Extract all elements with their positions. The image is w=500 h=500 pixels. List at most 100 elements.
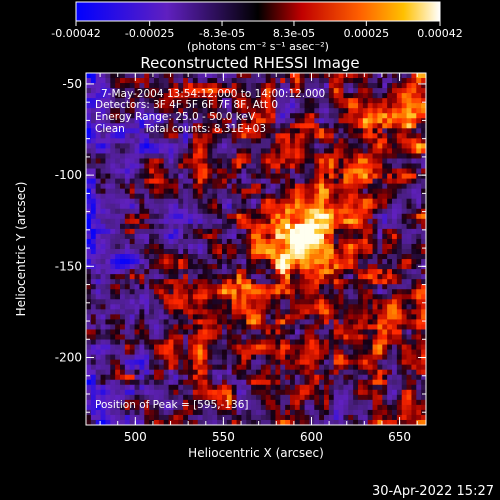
heatmap-cell [173, 294, 179, 300]
heatmap-cell [328, 138, 335, 144]
heatmap-cell [120, 364, 126, 371]
heatmap-cell [333, 213, 339, 220]
heatmap-cell [246, 269, 252, 275]
heatmap-cell [168, 143, 174, 149]
heatmap-cell [304, 113, 310, 119]
heatmap-cell [90, 168, 97, 174]
heatmap-cell [401, 133, 407, 139]
heatmap-cell [236, 208, 242, 215]
heatmap-cell [294, 369, 301, 376]
heatmap-cell [231, 78, 237, 84]
heatmap-cell [217, 254, 223, 260]
heatmap-cell [299, 218, 305, 225]
heatmap-cell [401, 243, 407, 250]
heatmap-cell [377, 379, 383, 386]
heatmap-cell [124, 364, 131, 371]
heatmap-cell [202, 384, 208, 391]
heatmap-cell [299, 249, 305, 255]
heatmap-cell [86, 213, 92, 220]
heatmap-cell [280, 369, 286, 376]
heatmap-cell [192, 223, 199, 230]
heatmap-cell [328, 123, 335, 129]
heatmap-cell [226, 384, 233, 391]
heatmap-cell [265, 163, 271, 169]
heatmap-cell [328, 113, 335, 119]
heatmap-cell [241, 419, 247, 426]
heatmap-cell [86, 394, 92, 401]
heatmap-cell [309, 168, 315, 174]
heatmap-cell [149, 238, 155, 245]
heatmap-cell [328, 284, 335, 290]
heatmap-cell [304, 364, 310, 371]
heatmap-cell [192, 133, 199, 139]
heatmap-cell [256, 233, 262, 240]
heatmap-cell [382, 218, 388, 225]
heatmap-cell [163, 314, 169, 320]
heatmap-cell [134, 148, 140, 154]
heatmap-cell [178, 274, 184, 280]
heatmap-cell [406, 228, 412, 235]
heatmap-cell [100, 73, 106, 79]
heatmap-cell [115, 93, 121, 99]
heatmap-cell [358, 384, 364, 391]
heatmap-cell [377, 88, 383, 94]
heatmap-cell [90, 319, 97, 325]
heatmap-cell [149, 138, 155, 144]
heatmap-cell [236, 193, 242, 200]
heatmap-cell [353, 173, 359, 179]
heatmap-cell [168, 309, 174, 315]
heatmap-cell [387, 249, 393, 255]
heatmap-cell [158, 158, 165, 164]
heatmap-cell [202, 364, 208, 371]
heatmap-cell [192, 163, 199, 169]
heatmap-cell [241, 193, 247, 200]
heatmap-cell [256, 309, 262, 315]
heatmap-cell [314, 299, 320, 305]
heatmap-cell [299, 118, 305, 124]
heatmap-cell [115, 299, 121, 305]
heatmap-cell [382, 233, 388, 240]
heatmap-cell [188, 384, 194, 391]
heatmap-cell [178, 374, 184, 381]
heatmap-cell [129, 183, 135, 190]
heatmap-cell [382, 133, 388, 139]
heatmap-cell [353, 203, 359, 210]
heatmap-cell [212, 198, 218, 205]
heatmap-cell [421, 274, 427, 280]
heatmap-cell [251, 138, 257, 144]
heatmap-cell [158, 279, 165, 285]
heatmap-cell [270, 233, 276, 240]
heatmap-cell [416, 304, 422, 310]
heatmap-cell [367, 188, 373, 195]
heatmap-cell [377, 203, 383, 210]
heatmap-cell [285, 223, 291, 230]
heatmap-cell [188, 178, 194, 185]
heatmap-cell [280, 218, 286, 225]
heatmap-cell [324, 238, 330, 245]
heatmap-cell [362, 339, 369, 345]
heatmap-cell [251, 243, 257, 250]
heatmap-cell [324, 153, 330, 159]
heatmap-cell [348, 173, 354, 179]
heatmap-cell [290, 359, 296, 366]
heatmap-cell [309, 73, 315, 79]
heatmap-cell [236, 399, 242, 406]
heatmap-cell [144, 78, 150, 84]
heatmap-cell [192, 409, 199, 416]
heatmap-cell [256, 314, 262, 320]
heatmap-cell [158, 409, 165, 416]
heatmap-cell [222, 294, 228, 300]
heatmap-cell [149, 98, 155, 104]
heatmap-cell [178, 133, 184, 139]
heatmap-cell [120, 299, 126, 305]
heatmap-cell [421, 103, 427, 109]
heatmap-cell [421, 88, 427, 94]
heatmap-cell [353, 93, 359, 99]
heatmap-cell [105, 284, 111, 290]
heatmap-cell [178, 218, 184, 225]
colorbar-tick-label: 0.00042 [417, 27, 463, 40]
heatmap-cell [100, 289, 106, 295]
heatmap-cell [270, 389, 276, 396]
heatmap-cell [154, 304, 160, 310]
heatmap-cell [348, 389, 354, 396]
